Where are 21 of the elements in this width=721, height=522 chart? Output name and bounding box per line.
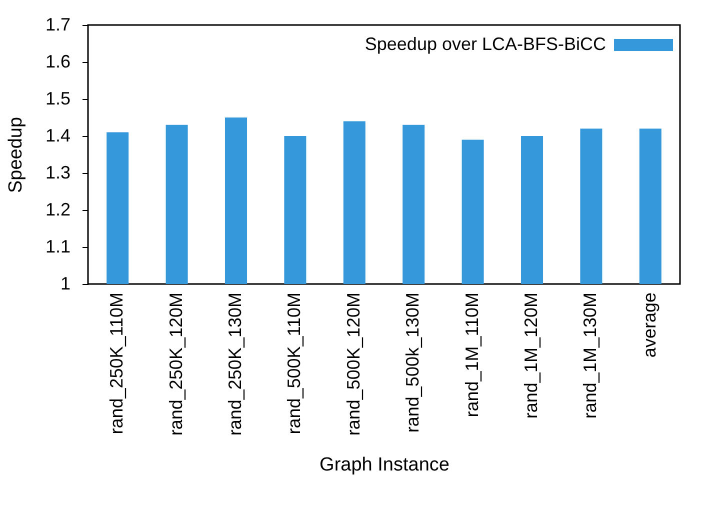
x-tick-label: rand_500k_130M	[402, 292, 423, 433]
x-tick-label: average	[639, 292, 660, 358]
x-tick-label: rand_250K_110M	[106, 292, 127, 434]
x-axis-title: Graph Instance	[320, 454, 450, 476]
x-tick-label: rand_1M_110M	[462, 292, 482, 418]
x-tick-label: rand_1M_120M	[521, 292, 541, 419]
x-tick-label: rand_500K_120M	[343, 292, 364, 436]
y-tick-label: 1.6	[45, 52, 70, 72]
y-axis-title: Speedup	[5, 116, 26, 194]
y-tick-label: 1.1	[45, 236, 70, 256]
y-tick-label: 1.7	[45, 14, 70, 34]
y-tick-label: 1.5	[45, 88, 70, 108]
y-tick-label: 1.2	[45, 200, 70, 220]
x-tick-label: rand_250K_120M	[166, 292, 186, 436]
x-tick-label: rand_250K_130M	[225, 292, 245, 436]
legend-label: Speedup over LCA-BFS-BiCC	[364, 34, 606, 54]
y-tick-label: 1.3	[45, 162, 70, 182]
y-tick-label: 1.4	[45, 126, 70, 146]
x-tick-label: rand_500K_110M	[284, 292, 304, 434]
y-tick-label: 1	[60, 274, 70, 294]
x-tick-label: rand_1M_130M	[580, 292, 600, 419]
